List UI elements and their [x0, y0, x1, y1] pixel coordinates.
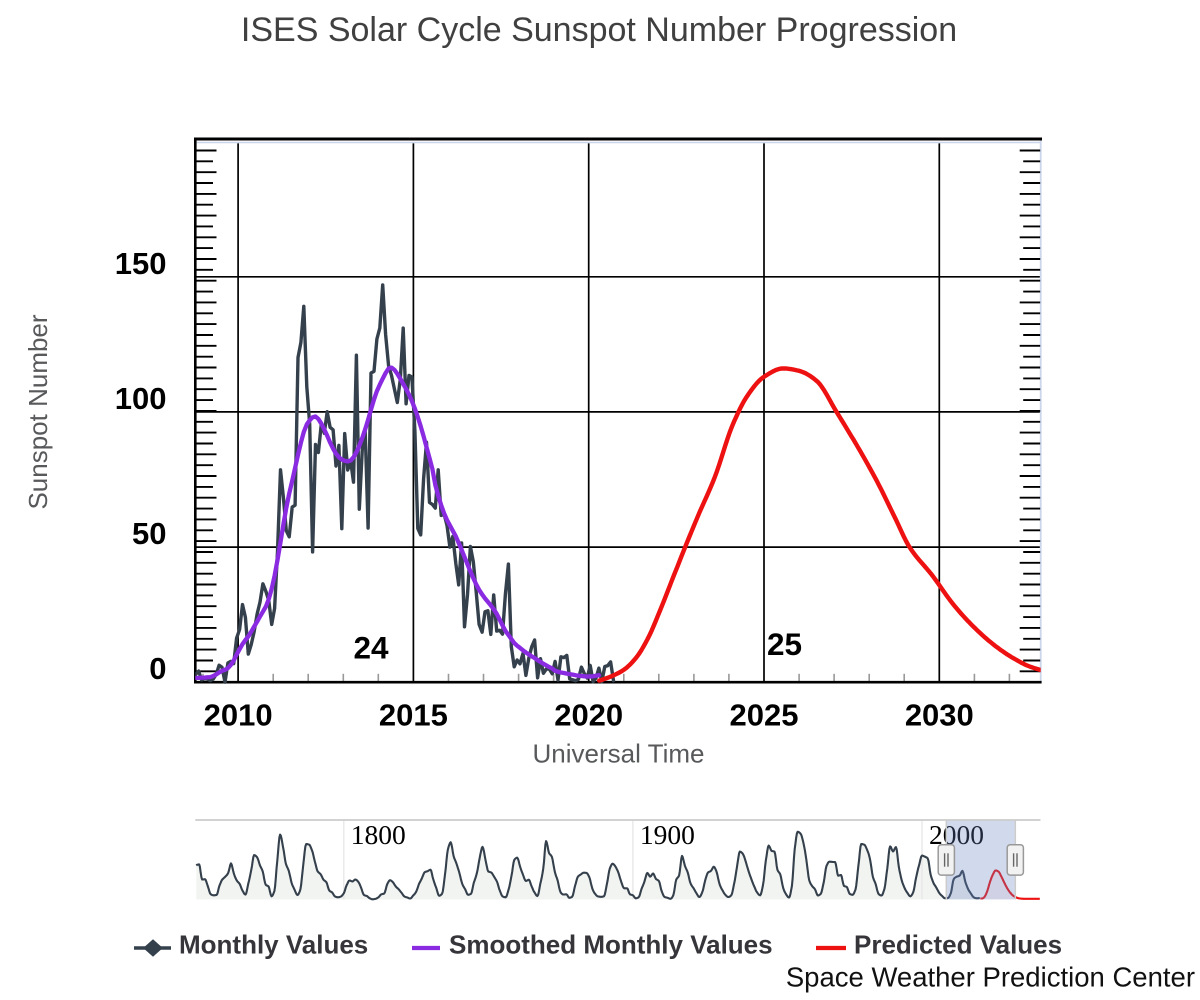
svg-text:2000: 2000	[929, 819, 984, 850]
svg-text:1900: 1900	[640, 819, 695, 850]
svg-text:2010: 2010	[204, 698, 273, 733]
svg-text:1800: 1800	[351, 819, 406, 850]
svg-text:50: 50	[132, 516, 166, 551]
svg-text:100: 100	[115, 381, 167, 416]
svg-text:2025: 2025	[730, 698, 799, 733]
svg-text:Universal Time: Universal Time	[533, 739, 705, 769]
svg-text:2030: 2030	[905, 698, 974, 733]
svg-text:Smoothed Monthly Values: Smoothed Monthly Values	[449, 930, 773, 960]
svg-text:24: 24	[353, 630, 389, 666]
svg-text:Predicted Values: Predicted Values	[854, 930, 1062, 960]
svg-text:2015: 2015	[379, 698, 448, 733]
svg-text:0: 0	[149, 651, 166, 686]
svg-text:2020: 2020	[554, 698, 623, 733]
svg-text:ISES Solar Cycle Sunspot Numbe: ISES Solar Cycle Sunspot Number Progress…	[241, 11, 957, 49]
svg-text:Space Weather Prediction Cente: Space Weather Prediction Center	[786, 962, 1195, 993]
svg-text:25: 25	[767, 626, 802, 662]
svg-text:Sunspot Number: Sunspot Number	[23, 314, 53, 509]
svg-text:150: 150	[115, 246, 167, 281]
svg-text:Monthly Values: Monthly Values	[179, 930, 368, 960]
